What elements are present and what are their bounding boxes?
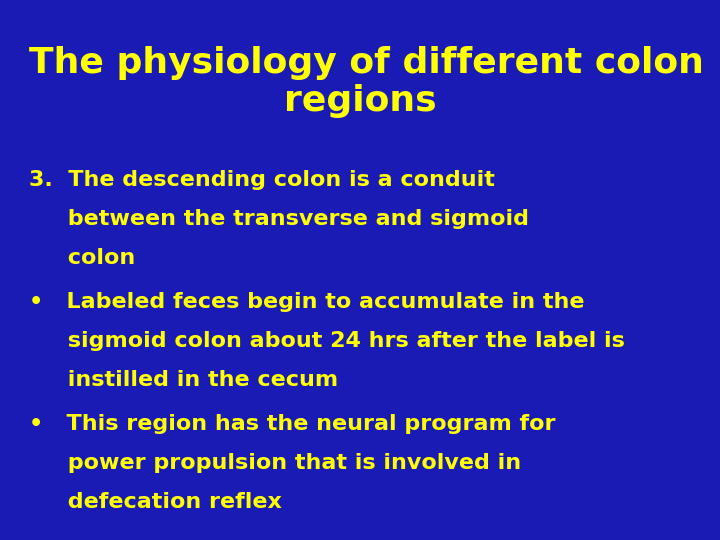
Text: colon: colon xyxy=(29,248,135,268)
Text: power propulsion that is involved in: power propulsion that is involved in xyxy=(29,453,521,473)
Text: 3.  The descending colon is a conduit: 3. The descending colon is a conduit xyxy=(29,170,495,190)
Text: The physiology of different colon: The physiology of different colon xyxy=(29,46,703,80)
Text: •   Labeled feces begin to accumulate in the: • Labeled feces begin to accumulate in t… xyxy=(29,292,585,312)
Text: defecation reflex: defecation reflex xyxy=(29,492,282,512)
Text: •   This region has the neural program for: • This region has the neural program for xyxy=(29,414,555,434)
Text: between the transverse and sigmoid: between the transverse and sigmoid xyxy=(29,209,528,229)
Text: instilled in the cecum: instilled in the cecum xyxy=(29,370,338,390)
Text: regions: regions xyxy=(284,84,436,118)
Text: sigmoid colon about 24 hrs after the label is: sigmoid colon about 24 hrs after the lab… xyxy=(29,331,625,351)
